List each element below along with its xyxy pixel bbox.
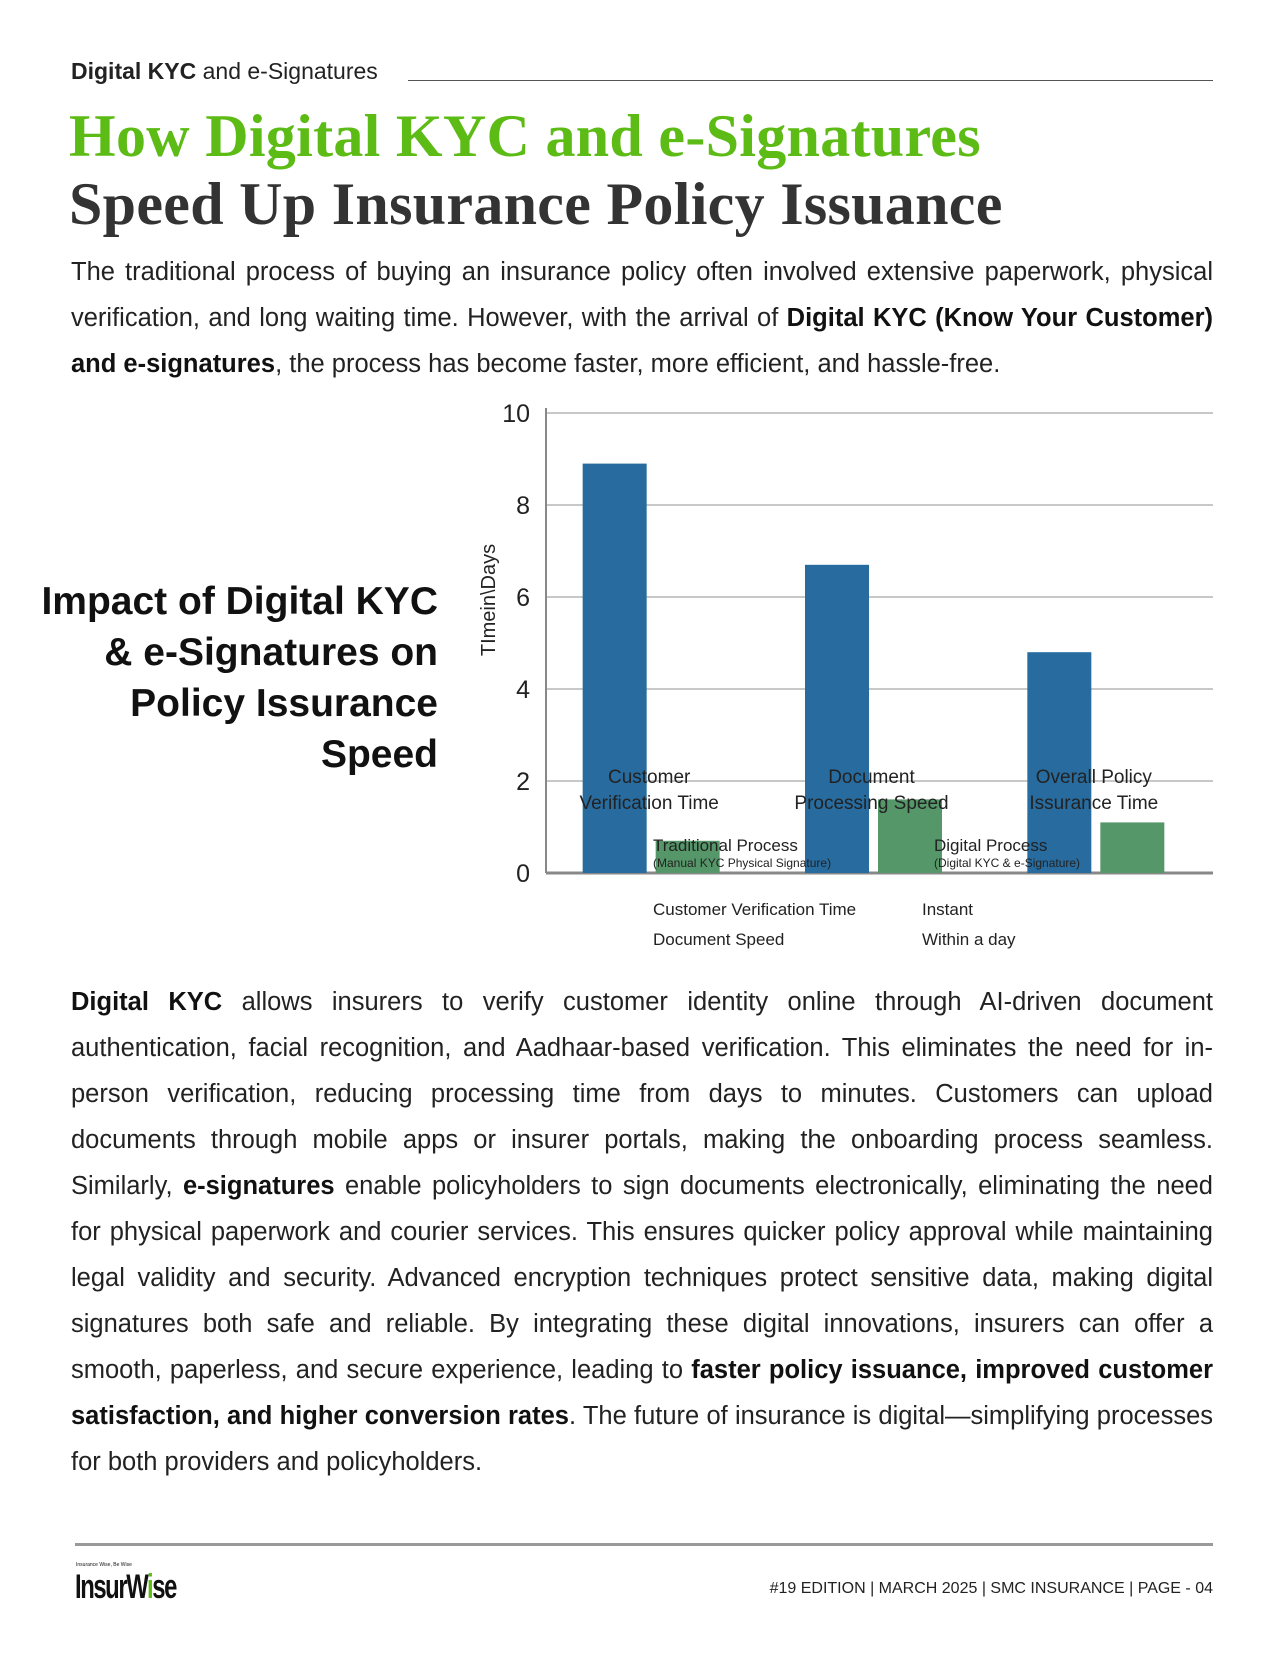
y-tick-label: 0: [516, 860, 530, 888]
section-kicker: Digital KYC and e-Signatures: [71, 58, 378, 85]
y-tick-label: 6: [516, 584, 530, 612]
x-tick-label: Verification Time: [579, 793, 718, 814]
intro-bold: Digital KYC (Know Your Customer) and e-s…: [71, 304, 1213, 378]
body-text: allows insurers to verify customer ident…: [71, 988, 1213, 1200]
summary-row-value: Within a day: [922, 930, 1016, 949]
body-bold: e-signatures: [182, 1172, 335, 1200]
logo-text: Insur: [75, 1568, 128, 1606]
footer-divider: [75, 1543, 1213, 1546]
logo-text: W: [126, 1568, 148, 1606]
body-bold: faster policy issuance, improved custome…: [71, 1356, 1213, 1430]
y-tick-label: 2: [516, 768, 530, 796]
bar-digital: [655, 840, 720, 873]
body-text: enable policyholders to sign documents e…: [71, 1172, 1213, 1384]
summary-row-value: Instant: [922, 900, 974, 919]
footer-info: #19 EDITION | MARCH 2025 | SMC INSURANCE…: [769, 1580, 1213, 1597]
body-bold: Digital KYC: [71, 988, 223, 1016]
y-tick-label: 4: [516, 676, 530, 704]
title-line-1: How Digital KYC and e-Signatures: [69, 103, 981, 169]
legend-swatch-digital: [897, 838, 928, 869]
summary-row-label: Document Speed: [653, 930, 785, 949]
x-tick-label: Issurance Time: [1029, 793, 1158, 814]
x-tick-label: Overall Policy: [1036, 767, 1153, 788]
y-tick-label: 8: [516, 492, 530, 520]
chart-side-heading: Impact of Digital KYC & e-Signatures on …: [41, 580, 438, 776]
legend-item-digital: Digital Process (Digital KYC & e-Signatu…: [934, 836, 1080, 870]
bar-digital: [1100, 822, 1165, 873]
x-tick-label: Customer: [608, 767, 691, 788]
legend-note: (Digital KYC & e-Signature): [934, 856, 1081, 870]
bar-chart: 0 2 4 6 8 10 TImein\Days Customer Verification T…: [478, 400, 1213, 888]
bar-traditional: [805, 564, 869, 873]
kicker-bold: Digital KYC: [71, 58, 197, 84]
legend-label: Digital Process: [934, 836, 1048, 855]
legend-item-traditional: Traditional Process (Manual KYC Physical…: [653, 836, 831, 870]
legend-swatch-traditional: [609, 838, 640, 869]
logo-text: se: [152, 1568, 177, 1606]
x-tick-label: Document: [828, 767, 915, 788]
bar-traditional: [582, 463, 647, 873]
intro-paragraph: The traditional process of buying an ins…: [71, 249, 1213, 387]
summary-row-label: Customer Verification Time: [653, 900, 857, 919]
title-line-2: Speed Up Insurance Policy Issuance: [69, 171, 1003, 237]
insurwise-logo: InsurWise: [75, 1568, 177, 1607]
logo-tagline: Insurance Wise, Be Wise: [76, 1562, 132, 1568]
x-tick-label: Processing Speed: [794, 793, 948, 814]
bar-traditional: [1027, 652, 1092, 873]
kicker-rest: and e-Signatures: [196, 58, 378, 84]
body-text: . The future of insurance is digital—sim…: [71, 1402, 1213, 1476]
intro-text-2: , the process has become faster, more ef…: [275, 350, 1001, 378]
legend-note: (Manual KYC Physical Signature): [653, 856, 832, 870]
logo-text: i: [147, 1568, 154, 1606]
y-tick-label: 10: [502, 400, 530, 428]
kicker-divider: [408, 80, 1213, 81]
body-paragraph: Digital KYC allows insurers to verify cu…: [71, 979, 1213, 1485]
y-axis-label: TImein\Days: [478, 544, 500, 656]
intro-text: The traditional process of buying an ins…: [71, 258, 1213, 332]
legend-label: Traditional Process: [653, 836, 798, 855]
